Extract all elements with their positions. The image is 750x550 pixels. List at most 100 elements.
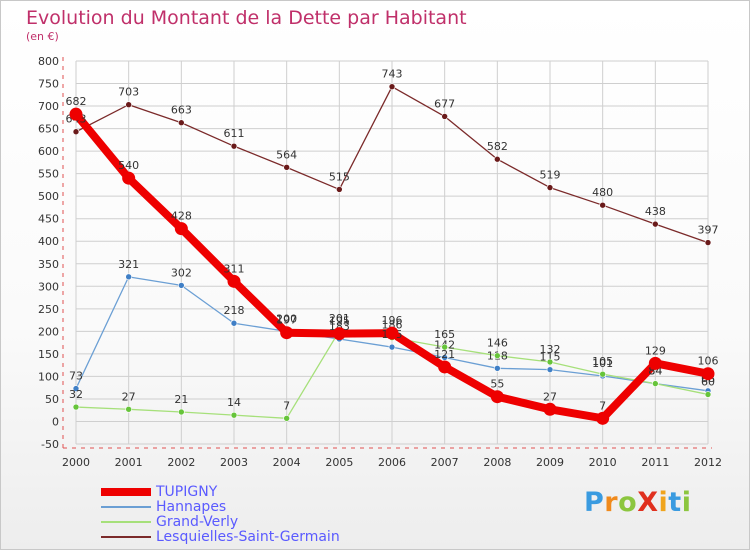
y-tick-label: 350 <box>38 258 59 271</box>
data-point-tupigny <box>490 390 504 404</box>
y-tick-label: 400 <box>38 235 59 248</box>
legend-item-hannapes: Hannapes <box>101 500 226 514</box>
logo-letter: o <box>618 487 638 518</box>
data-label-tupigny: 311 <box>224 262 245 275</box>
y-tick-label: 800 <box>38 55 59 68</box>
data-point-tupigny <box>280 326 294 340</box>
logo-letter: r <box>604 487 619 518</box>
x-tick-label: 2002 <box>167 456 195 469</box>
data-point-hannapes <box>494 365 501 372</box>
data-label-lesquielles-saint-germain: 480 <box>592 186 613 199</box>
data-label-lesquielles-saint-germain: 582 <box>487 140 508 153</box>
logo-letter: t <box>668 487 682 518</box>
data-point-tupigny <box>122 171 136 185</box>
data-label-lesquielles-saint-germain: 743 <box>382 68 403 81</box>
data-label-tupigny: 27 <box>543 390 557 403</box>
data-point-lesquielles-saint-germain <box>178 119 185 127</box>
y-tick-label: 150 <box>38 348 59 361</box>
data-point-grand-verly <box>494 352 501 359</box>
data-point-tupigny <box>69 107 83 121</box>
data-point-lesquielles-saint-germain <box>441 113 448 120</box>
x-tick-label: 2003 <box>220 456 248 469</box>
legend-item-tupigny: TUPIGNY <box>101 485 217 499</box>
data-point-grand-verly <box>704 391 712 398</box>
data-label-lesquielles-saint-germain: 515 <box>329 170 350 183</box>
y-tick-label: 250 <box>38 303 59 316</box>
data-label-grand-verly: 132 <box>540 343 561 356</box>
chart-title: Evolution du Montant de la Dette par Hab… <box>26 7 467 29</box>
data-label-tupigny: 129 <box>645 344 666 357</box>
data-point-tupigny <box>596 411 610 425</box>
y-tick-label: 550 <box>38 168 59 181</box>
data-point-tupigny <box>438 360 452 374</box>
data-label-tupigny: 55 <box>490 378 504 391</box>
data-point-grand-verly <box>178 408 185 416</box>
x-tick-label: 2006 <box>378 456 406 469</box>
data-point-tupigny <box>332 327 346 341</box>
data-label-lesquielles-saint-germain: 611 <box>224 127 245 140</box>
data-label-grand-verly: 27 <box>122 390 136 403</box>
data-label-hannapes: 302 <box>171 266 192 279</box>
data-point-tupigny <box>543 402 557 416</box>
data-point-hannapes <box>178 282 185 289</box>
x-tick-label: 2005 <box>325 456 353 469</box>
data-point-grand-verly <box>230 411 238 419</box>
y-tick-label: 200 <box>38 325 59 338</box>
data-label-tupigny: 121 <box>434 348 455 361</box>
data-label-grand-verly: 14 <box>227 396 241 409</box>
data-point-grand-verly <box>546 358 554 366</box>
data-point-lesquielles-saint-germain <box>72 128 80 136</box>
logo-letter: i <box>681 487 692 518</box>
data-label-grand-verly: 146 <box>487 337 508 350</box>
logo-letter: P <box>584 487 605 518</box>
data-label-lesquielles-saint-germain: 677 <box>434 97 455 110</box>
data-label-grand-verly: 32 <box>69 388 83 401</box>
y-tick-label: -50 <box>41 438 59 451</box>
legend-swatch-hannapes <box>101 506 151 508</box>
data-label-grand-verly: 186 <box>382 319 403 332</box>
data-label-hannapes: 115 <box>540 351 561 364</box>
data-label-lesquielles-saint-germain: 703 <box>118 86 139 99</box>
data-point-grand-verly <box>441 343 448 351</box>
data-label-hannapes: 218 <box>224 304 245 317</box>
data-label-lesquielles-saint-germain: 519 <box>540 169 561 182</box>
data-point-hannapes <box>230 319 238 327</box>
data-label-tupigny: 540 <box>118 159 139 172</box>
legend-swatch-tupigny <box>101 488 151 496</box>
data-label-tupigny: 682 <box>66 95 87 108</box>
x-tick-label: 2009 <box>536 456 564 469</box>
data-label-tupigny: 7 <box>599 399 606 412</box>
data-point-tupigny <box>174 222 188 236</box>
data-point-tupigny <box>227 274 241 288</box>
data-point-grand-verly <box>652 380 659 387</box>
data-label-hannapes: 200 <box>276 312 297 325</box>
data-point-lesquielles-saint-germain <box>125 101 132 109</box>
data-point-lesquielles-saint-germain <box>652 220 659 228</box>
data-label-grand-verly: 21 <box>174 393 188 406</box>
x-tick-label: 2007 <box>431 456 459 469</box>
x-tick-label: 2011 <box>641 456 669 469</box>
data-label-hannapes: 321 <box>118 258 139 271</box>
data-point-hannapes <box>125 273 132 281</box>
data-label-lesquielles-saint-germain: 438 <box>645 205 666 218</box>
y-tick-label: 50 <box>45 393 59 406</box>
data-label-grand-verly: 105 <box>592 355 613 368</box>
chart-subtitle: (en €) <box>26 30 59 43</box>
x-tick-label: 2004 <box>273 456 301 469</box>
y-tick-label: 100 <box>38 370 59 383</box>
y-tick-label: 0 <box>52 415 59 428</box>
data-label-grand-verly: 201 <box>329 312 350 325</box>
data-point-tupigny <box>385 326 399 340</box>
data-point-grand-verly <box>72 403 80 411</box>
data-point-hannapes <box>546 366 554 373</box>
y-tick-label: 300 <box>38 280 59 293</box>
data-label-hannapes: 73 <box>69 370 83 383</box>
data-label-lesquielles-saint-germain: 564 <box>276 148 297 161</box>
data-point-lesquielles-saint-germain <box>230 142 238 150</box>
legend-label-lesquielles: Lesquielles-Saint-Germain <box>156 529 340 545</box>
x-tick-label: 2010 <box>589 456 617 469</box>
data-label-lesquielles-saint-germain: 397 <box>698 224 719 237</box>
legend-item-lesquielles: Lesquielles-Saint-Germain <box>101 530 340 544</box>
